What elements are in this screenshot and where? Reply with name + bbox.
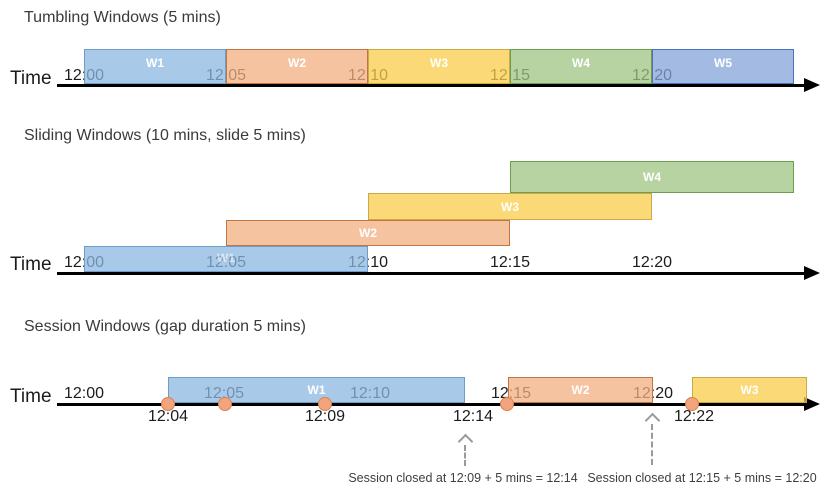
time-axis-arrow-icon xyxy=(804,397,820,411)
window-label: W1 xyxy=(146,56,164,70)
window-label: W2 xyxy=(359,226,377,240)
window-bar-w1: W1 xyxy=(168,377,465,403)
dashed-arrow xyxy=(651,424,653,465)
session-close-annotation: Session closed at 12:15 + 5 mins = 12:20 xyxy=(587,471,817,485)
event-dot-1215 xyxy=(500,397,514,411)
session-close-time-label: 12:14 xyxy=(452,408,494,425)
window-bar-w1: W1 xyxy=(84,49,226,84)
event-dot-1204 xyxy=(161,397,175,411)
window-bar-w1 xyxy=(84,246,368,272)
window-bar-w3: W3 xyxy=(368,193,652,220)
dashed-arrow xyxy=(464,445,466,466)
window-bar-w3: W3 xyxy=(368,49,510,84)
tick-label-1220: 12:20 xyxy=(631,254,673,271)
time-axis-label: Time xyxy=(10,68,52,89)
window-label-w1-faint: W1 xyxy=(217,251,235,265)
window-label: W2 xyxy=(288,56,306,70)
session-title: Session Windows (gap duration 5 mins) xyxy=(24,318,306,335)
tick-label-1215: 12:15 xyxy=(489,254,531,271)
window-bar-w2: W2 xyxy=(226,49,368,84)
window-bar-w2: W2 xyxy=(226,220,510,246)
window-bar-w5: W5 xyxy=(652,49,794,84)
window-label: W2 xyxy=(571,383,590,397)
tick-label-1200: 12:00 xyxy=(63,385,105,402)
time-axis xyxy=(57,84,805,87)
window-label: W4 xyxy=(572,56,590,70)
tumbling-title: Tumbling Windows (5 mins) xyxy=(24,9,221,26)
event-time-label: 12:04 xyxy=(147,408,189,425)
event-dot-1222 xyxy=(685,397,699,411)
time-axis-arrow-icon xyxy=(804,266,820,280)
time-axis-arrow-icon xyxy=(804,78,820,92)
window-label: W1 xyxy=(307,383,326,397)
event-time-label: 12:22 xyxy=(673,408,715,425)
window-label: W4 xyxy=(643,170,661,184)
window-bar-w2: W2 xyxy=(508,377,653,403)
time-axis-label: Time xyxy=(10,386,52,407)
session-close-annotation: Session closed at 12:09 + 5 mins = 12:14 xyxy=(348,471,578,485)
sliding-title: Sliding Windows (10 mins, slide 5 mins) xyxy=(24,127,306,144)
window-label: W5 xyxy=(714,56,732,70)
window-label: W3 xyxy=(740,383,759,397)
time-axis xyxy=(57,403,805,406)
event-time-label: 12:09 xyxy=(304,408,346,425)
event-dot-1205 xyxy=(218,397,232,411)
window-bar-w4: W4 xyxy=(510,49,652,84)
window-label: W3 xyxy=(501,200,519,214)
time-axis-label: Time xyxy=(10,254,52,275)
event-dot-1209 xyxy=(318,397,332,411)
window-label: W3 xyxy=(430,56,448,70)
time-axis xyxy=(57,272,805,275)
window-bar-w4: W4 xyxy=(510,161,794,193)
window-bar-w3: W3 xyxy=(692,377,807,403)
